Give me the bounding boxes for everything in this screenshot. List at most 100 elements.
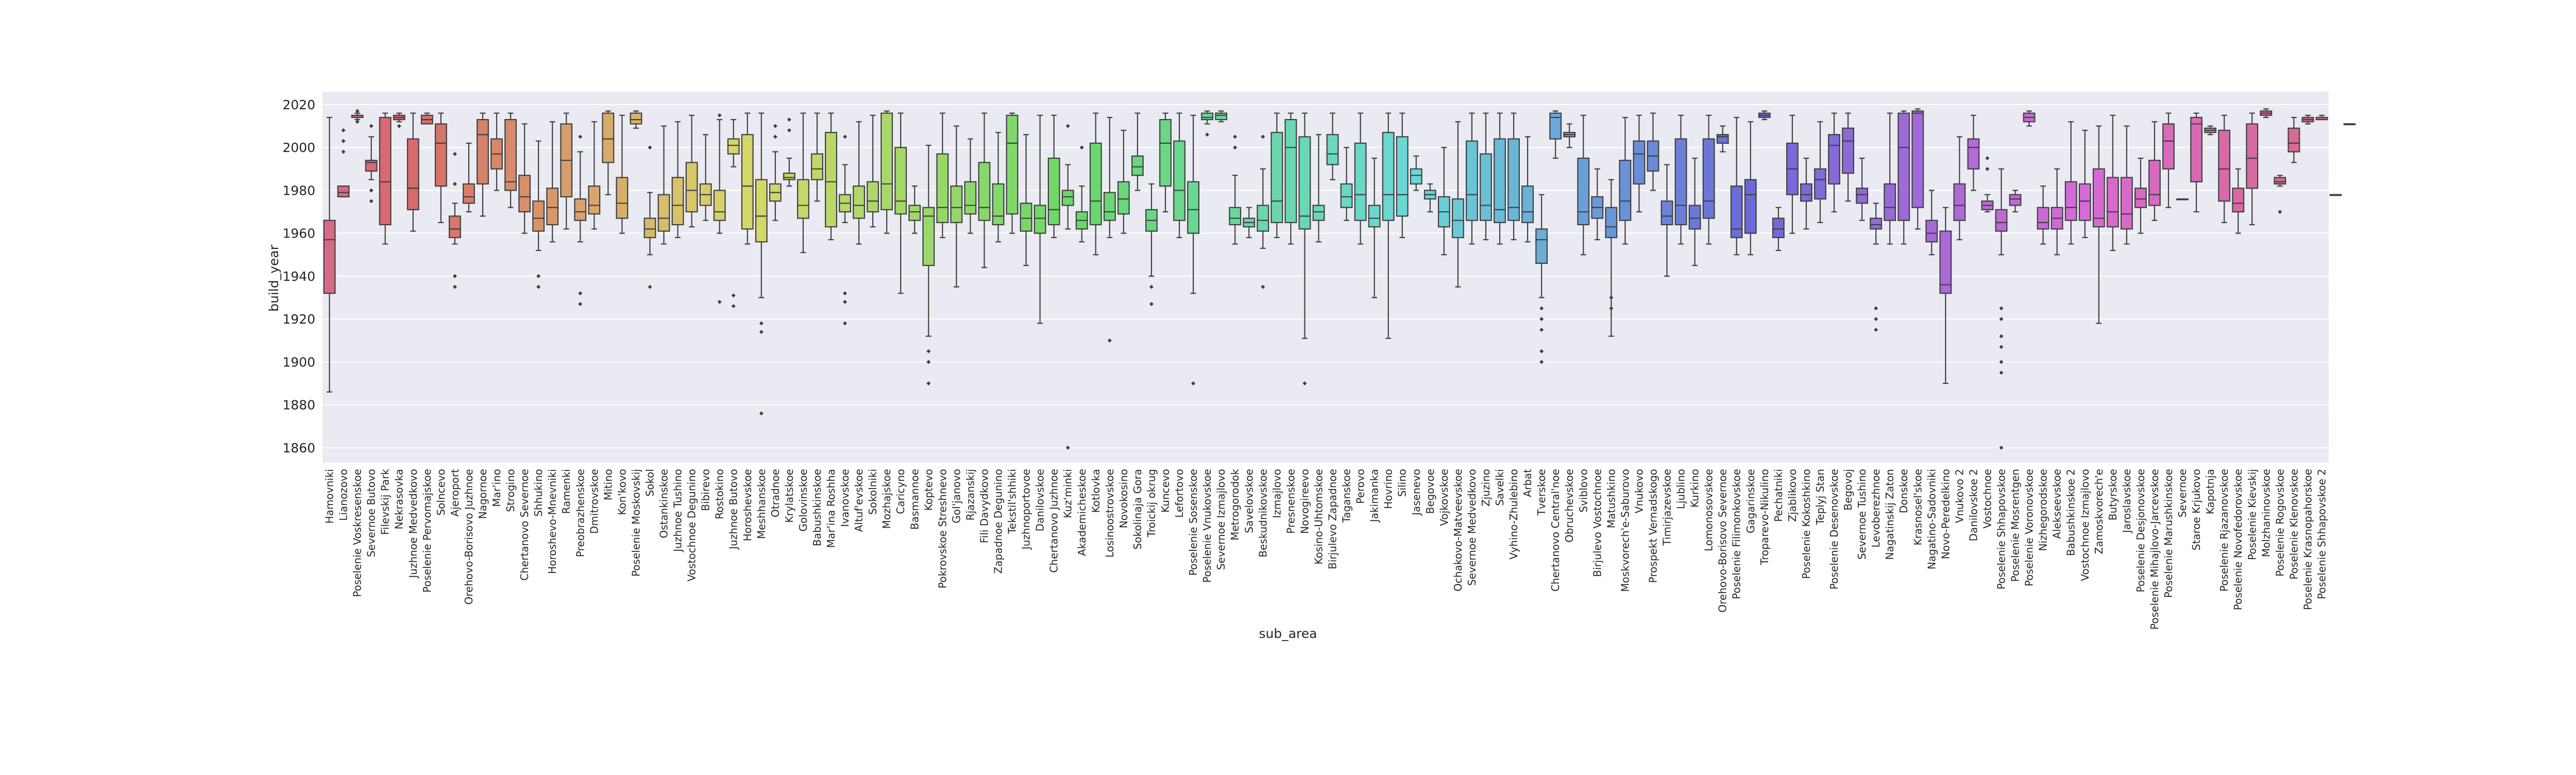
box-iqr: [1953, 183, 1966, 221]
box-group: [755, 112, 768, 416]
box-group: [448, 151, 461, 289]
x-tick-label: Troparevo-Nikulino: [1758, 469, 1771, 565]
x-tick-label: Poselenie Kievskij: [2246, 469, 2258, 560]
box-iqr: [630, 112, 642, 125]
x-tick-label: Matushkino: [1605, 469, 1617, 528]
outlier-point: [1609, 295, 1614, 300]
box-group: [741, 112, 754, 245]
box-iqr: [1368, 205, 1381, 228]
box-iqr: [1939, 230, 1952, 294]
y-axis-label: build_year: [266, 244, 281, 311]
x-tick-label: Gol'janovo: [950, 469, 962, 524]
box-group: [1870, 203, 1883, 332]
x-tick-label: Lefortovo: [1173, 469, 1185, 518]
box-iqr: [1828, 134, 1840, 185]
box-iqr: [2134, 188, 2147, 208]
x-tick-label: Arbat: [1521, 469, 1534, 497]
box-group: [2009, 190, 2022, 213]
x-tick-label: Poselenie Desjonovskoe: [2134, 469, 2147, 593]
box-group: [2190, 112, 2203, 213]
x-tick-label: Vostochnoe Degunino: [686, 469, 698, 581]
y-tick-label: 1940: [282, 269, 315, 284]
x-tick-label: Savelovskoe: [1243, 469, 1255, 533]
x-tick-label: Poselenie Shhapovskoe 2: [2315, 469, 2328, 599]
outlier-point: [1999, 317, 2004, 322]
x-tick-label: Butyrskoe: [2107, 469, 2119, 520]
box-iqr: [602, 112, 615, 163]
box-group: [2148, 121, 2161, 221]
x-tick-label: Vnukovo 2: [1953, 469, 1965, 523]
box-group: [1688, 157, 1701, 266]
box-iqr: [950, 186, 963, 223]
outlier-point: [1302, 381, 1307, 386]
x-tick-label: Ostankinskoe: [658, 469, 670, 538]
box-iqr: [1284, 119, 1297, 223]
box-group: [1117, 129, 1130, 234]
outlier-point: [843, 291, 848, 296]
x-tick-label: Kapotnja: [2204, 469, 2216, 514]
outlier-point: [1999, 334, 2004, 339]
box-group: [337, 128, 350, 198]
x-tick-label: Hovrino: [1382, 469, 1395, 509]
box-iqr: [1619, 160, 1632, 221]
box-group: [1284, 112, 1297, 245]
box-group: [630, 110, 642, 129]
x-tick-label: Prospekt Vernadskogo: [1647, 469, 1659, 583]
box-group: [839, 134, 851, 326]
box-iqr: [1451, 198, 1464, 239]
box-iqr: [1660, 200, 1673, 226]
box-group: [2134, 157, 2147, 234]
box-group: [1312, 134, 1325, 243]
box-iqr: [323, 220, 336, 294]
x-tick-label: Orehovo-Borisovo Severnoe: [1717, 469, 1729, 613]
box-group: [1674, 114, 1687, 245]
x-tick-label: Koptevo: [922, 469, 935, 511]
box-iqr: [337, 186, 350, 198]
x-tick-label: Lianozovo: [337, 469, 350, 521]
box-iqr: [1020, 203, 1032, 232]
x-tick-label: Begovoj: [1842, 469, 1854, 511]
outlier-point: [578, 291, 583, 296]
x-tick-label: Donskoe: [1897, 469, 1910, 513]
box-iqr: [1033, 205, 1046, 234]
x-tick-label: Babushkinskoe: [811, 469, 823, 546]
x-tick-label: Mar'ino: [490, 469, 503, 507]
x-tick-label: Basmannoe: [908, 469, 921, 530]
box-group: [1702, 114, 1715, 245]
box-group: [1911, 108, 1924, 230]
box-group: [1270, 112, 1283, 239]
outlier-point: [1107, 338, 1112, 343]
box-group: [1326, 112, 1339, 180]
box-group: [1075, 145, 1088, 243]
box-iqr: [1298, 136, 1311, 230]
x-tick-label: Poselenie Sosenskoe: [1187, 469, 1199, 576]
box-group: [420, 112, 433, 125]
box-iqr: [1688, 205, 1701, 230]
box-group: [1605, 179, 1618, 337]
box-iqr: [2148, 160, 2161, 206]
box-iqr: [2106, 177, 2119, 228]
outlier-point: [578, 302, 583, 307]
x-tick-label: Rjazanskij: [964, 469, 976, 520]
box-group: [1020, 134, 1032, 266]
x-tick-label: Golovinskoe: [797, 469, 809, 531]
x-tick-label: Poselenie Rjazanovskoe: [2218, 469, 2230, 592]
box-group: [2064, 121, 2077, 245]
x-tick-label: Krasnosel'skoe: [1911, 469, 1924, 546]
box-group: [727, 119, 740, 309]
box-iqr: [1480, 153, 1492, 221]
box-group: [2204, 125, 2217, 136]
box-iqr: [546, 188, 559, 226]
box-iqr: [1911, 110, 1924, 208]
box-group: [797, 112, 809, 254]
box-group: [964, 138, 977, 234]
y-tick-label: 1980: [282, 183, 315, 198]
outlier-point: [1205, 132, 1210, 137]
outlier-point: [1999, 345, 2004, 349]
box-iqr: [1702, 138, 1715, 219]
box-iqr: [2274, 177, 2286, 185]
x-tick-label: Novo-Peredelkino: [1939, 469, 1952, 559]
box-group: [1800, 157, 1812, 230]
box-group: [1298, 112, 1311, 386]
